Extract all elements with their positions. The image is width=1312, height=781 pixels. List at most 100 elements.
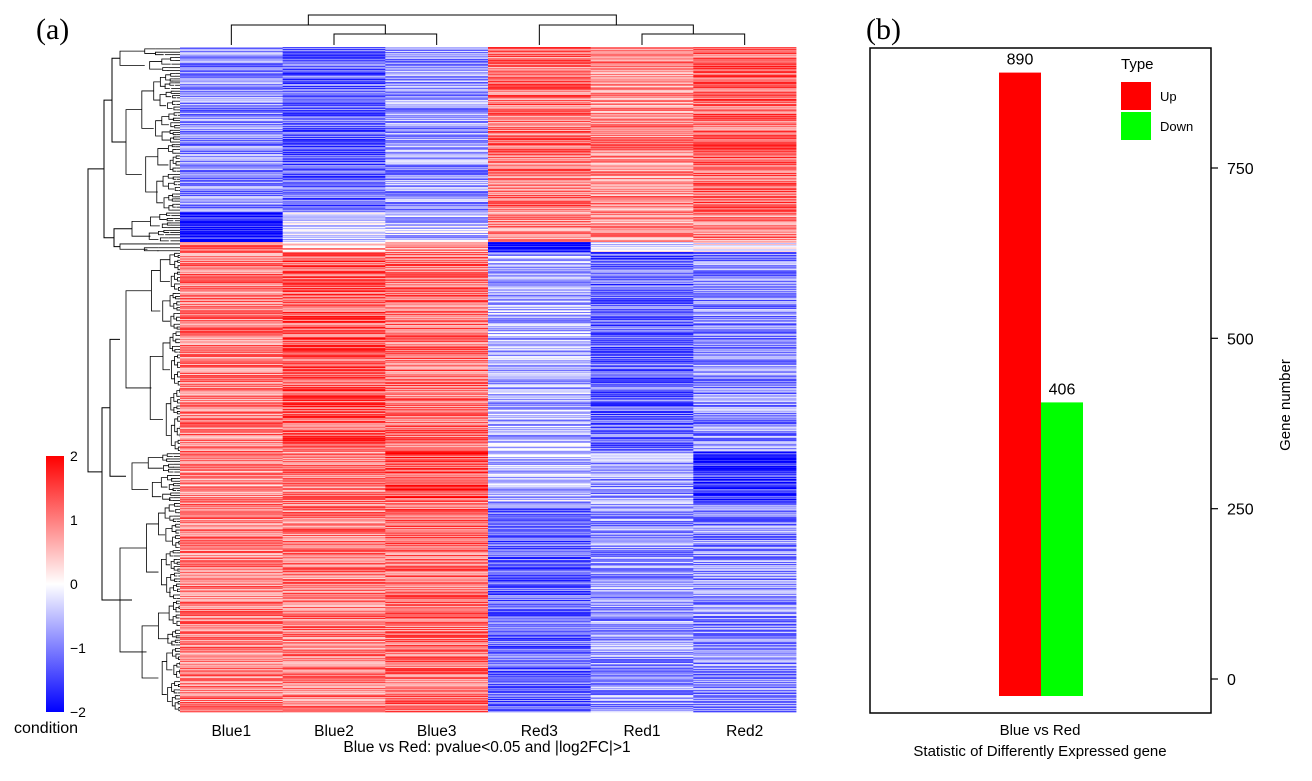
heatmap-cell bbox=[180, 125, 284, 127]
heatmap-cell bbox=[693, 273, 797, 275]
dendrogram-branch bbox=[166, 453, 173, 457]
heatmap-cell bbox=[488, 511, 592, 513]
heatmap-cell bbox=[590, 655, 694, 657]
heatmap-cell bbox=[488, 388, 592, 390]
heatmap-cell bbox=[385, 460, 489, 462]
heatmap-cell bbox=[488, 626, 592, 628]
heatmap-cell bbox=[693, 331, 797, 333]
dendrogram-branch bbox=[175, 607, 179, 613]
heatmap-cell bbox=[180, 629, 284, 631]
heatmap-cell bbox=[282, 666, 386, 668]
heatmap-cell bbox=[693, 643, 797, 645]
heatmap-cell bbox=[590, 367, 694, 369]
heatmap-cell bbox=[282, 411, 386, 413]
heatmap-cell bbox=[282, 382, 386, 384]
heatmap-cell bbox=[488, 527, 592, 529]
heatmap-cell bbox=[180, 243, 284, 245]
heatmap-cell bbox=[693, 474, 797, 476]
heatmap-cell bbox=[180, 596, 284, 598]
heatmap-cell bbox=[488, 618, 592, 620]
heatmap-cell bbox=[180, 391, 284, 393]
heatmap-cell bbox=[590, 664, 694, 666]
heatmap-cell bbox=[590, 397, 694, 399]
heatmap-cell bbox=[180, 211, 284, 213]
colorbar-ticks: 210−1−2 bbox=[70, 448, 86, 720]
heatmap-cell bbox=[282, 53, 386, 55]
heatmap-cell bbox=[590, 644, 694, 646]
heatmap-cell bbox=[180, 477, 284, 479]
heatmap-cell bbox=[282, 695, 386, 697]
heatmap-cell bbox=[180, 67, 284, 69]
heatmap-cell bbox=[488, 471, 592, 473]
heatmap-cell bbox=[180, 585, 284, 587]
heatmap-cell bbox=[282, 487, 386, 489]
heatmap-cell bbox=[488, 129, 592, 131]
heatmap-cell bbox=[385, 99, 489, 101]
heatmap-cell bbox=[385, 238, 489, 240]
heatmap-cell bbox=[488, 149, 592, 151]
heatmap-cell bbox=[590, 342, 694, 344]
heatmap-cell bbox=[488, 341, 592, 343]
heatmap-cell bbox=[180, 170, 284, 172]
heatmap-cell bbox=[488, 708, 592, 710]
heatmap-cell bbox=[282, 310, 386, 312]
dendrogram-branch bbox=[175, 523, 179, 528]
heatmap-cell bbox=[693, 66, 797, 68]
heatmap-cell bbox=[488, 370, 592, 372]
heatmap-cell bbox=[590, 620, 694, 622]
heatmap-cell bbox=[282, 614, 386, 616]
heatmap-cell bbox=[180, 634, 284, 636]
heatmap-cell bbox=[590, 260, 694, 262]
heatmap-cell bbox=[385, 280, 489, 282]
heatmap-cell bbox=[180, 317, 284, 319]
heatmap-cell bbox=[385, 596, 489, 598]
heatmap-cell bbox=[488, 54, 592, 56]
heatmap-cell bbox=[385, 496, 489, 498]
heatmap-cell bbox=[590, 193, 694, 195]
heatmap-cell bbox=[590, 308, 694, 310]
heatmap-cell bbox=[488, 239, 592, 241]
heatmap-cell bbox=[180, 257, 284, 259]
heatmap-cell bbox=[180, 586, 284, 588]
heatmap-cell bbox=[180, 603, 284, 605]
heatmap-cell bbox=[590, 178, 694, 180]
heatmap-cell bbox=[488, 612, 592, 614]
heatmap-cell bbox=[385, 399, 489, 401]
heatmap-cell bbox=[488, 333, 592, 335]
heatmap-cell bbox=[693, 701, 797, 703]
heatmap-cell bbox=[282, 209, 386, 211]
heatmap-cell bbox=[590, 93, 694, 95]
dendrogram-branch bbox=[165, 528, 173, 542]
heatmap-cell bbox=[590, 335, 694, 337]
heatmap-cell bbox=[180, 179, 284, 181]
heatmap-cell bbox=[488, 318, 592, 320]
heatmap-cell bbox=[385, 398, 489, 400]
heatmap-cell bbox=[590, 582, 694, 584]
heatmap-cell bbox=[488, 266, 592, 268]
dendrogram-branch bbox=[157, 148, 169, 166]
heatmap-cell bbox=[693, 536, 797, 538]
heatmap-cell bbox=[180, 538, 284, 540]
heatmap-cell bbox=[590, 698, 694, 700]
heatmap-cell bbox=[693, 84, 797, 86]
heatmap-cell bbox=[385, 405, 489, 407]
heatmap-cell bbox=[282, 446, 386, 448]
heatmap-cell bbox=[488, 90, 592, 92]
heatmap-cell bbox=[180, 155, 284, 157]
heatmap-cell bbox=[385, 602, 489, 604]
heatmap-cell bbox=[180, 442, 284, 444]
heatmap-cell bbox=[180, 397, 284, 399]
heatmap-cell bbox=[590, 632, 694, 634]
heatmap-cell bbox=[180, 448, 284, 450]
heatmap-cell bbox=[385, 409, 489, 411]
heatmap-cell bbox=[180, 447, 284, 449]
heatmap-cell bbox=[180, 304, 284, 306]
heatmap-cell bbox=[385, 136, 489, 138]
heatmap-cell bbox=[385, 199, 489, 201]
heatmap-cell bbox=[282, 711, 386, 713]
heatmap-cell bbox=[385, 348, 489, 350]
heatmap-cell bbox=[693, 443, 797, 445]
heatmap-cell bbox=[385, 353, 489, 355]
dendrogram-branch bbox=[176, 390, 180, 397]
heatmap-cell bbox=[590, 355, 694, 357]
